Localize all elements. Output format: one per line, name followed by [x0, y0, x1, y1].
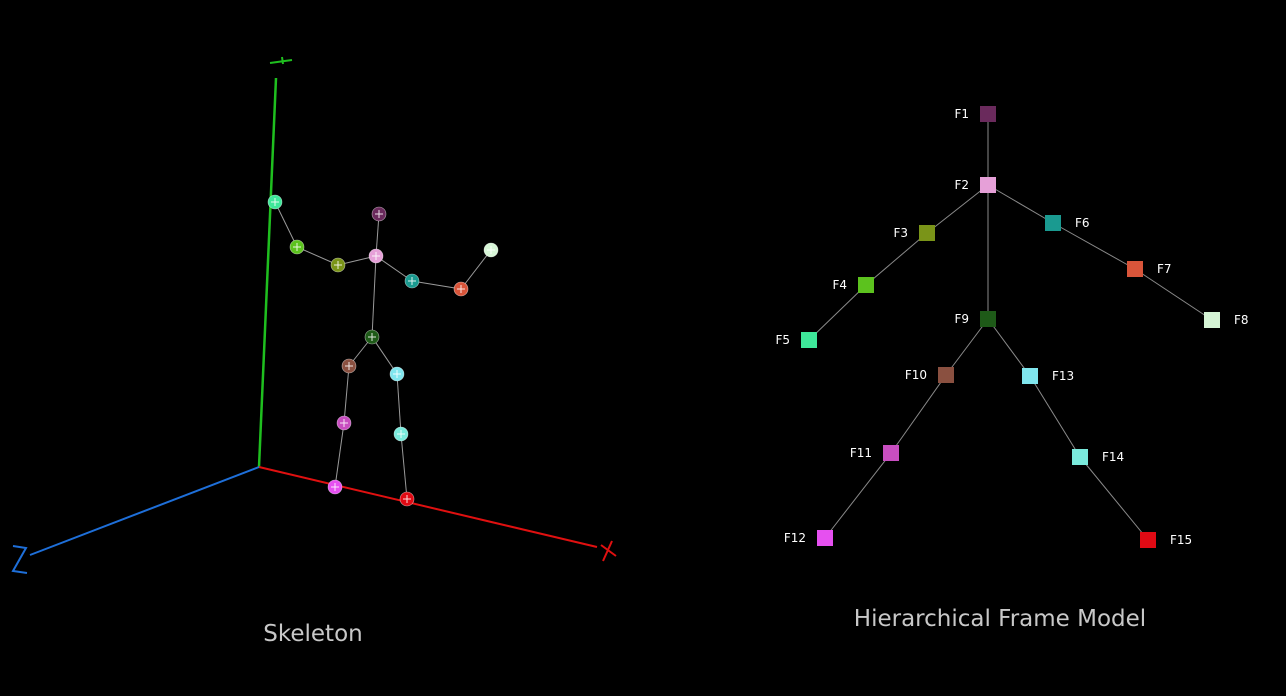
model-node-label: F5 — [775, 333, 790, 347]
model-node-label: F3 — [893, 226, 908, 240]
model-node-square — [883, 445, 899, 461]
model-node-square — [980, 106, 996, 122]
skeleton-joint-f6 — [404, 273, 420, 289]
model-node-label: F2 — [954, 178, 969, 192]
model-node-label: F12 — [784, 531, 806, 545]
model-node-label: F13 — [1052, 369, 1074, 383]
skeleton-joint-f8 — [483, 242, 499, 258]
skeleton-bone — [371, 255, 377, 338]
model-edge — [945, 318, 989, 376]
model-panel: F1 F2 F3 F4 F5 F6 F7 F8 F9 F10 F11 F12 F13 F14 F15 Hie… — [775, 106, 1249, 632]
model-node-f10: F10 — [905, 367, 954, 383]
model-node-f1: F1 — [954, 106, 996, 122]
skeleton-joint-f9 — [364, 329, 380, 345]
model-node-f9: F9 — [954, 311, 996, 327]
skeleton-joint-f1 — [371, 206, 387, 222]
model-node-f2: F2 — [954, 177, 996, 193]
skeleton-bone — [296, 246, 339, 266]
model-edge — [1134, 268, 1213, 321]
model-node-label: F1 — [954, 107, 969, 121]
skeleton-panel: Skeleton — [11, 56, 617, 647]
model-node-square — [1127, 261, 1143, 277]
skeleton-bone — [396, 373, 402, 435]
skeleton-bone — [375, 255, 413, 282]
model-node-square — [980, 311, 996, 327]
model-node-f11: F11 — [850, 445, 899, 461]
model-edge — [1052, 222, 1136, 270]
skeleton-bone — [343, 365, 350, 424]
model-node-f15: F15 — [1140, 532, 1192, 548]
model-node-f7: F7 — [1127, 261, 1172, 277]
skeleton-joint-f7 — [453, 281, 469, 297]
model-node-square — [919, 225, 935, 241]
skeleton-bone — [411, 280, 462, 290]
model-edge — [987, 184, 1054, 224]
x-axis-glyph — [600, 540, 617, 562]
skeleton-joint-f11 — [336, 415, 352, 431]
model-node-f6: F6 — [1045, 215, 1090, 231]
model-node-label: F8 — [1234, 313, 1249, 327]
model-node-f12: F12 — [784, 530, 833, 546]
model-node-label: F9 — [954, 312, 969, 326]
model-edge — [890, 374, 947, 454]
model-edge — [1029, 375, 1081, 458]
skeleton-joints — [267, 194, 499, 507]
skeleton-joint-f10 — [341, 358, 357, 374]
model-node-square — [1045, 215, 1061, 231]
skeleton-bones — [274, 201, 492, 500]
z-axis — [29, 466, 260, 556]
model-node-label: F6 — [1075, 216, 1090, 230]
skeleton-joint-f2 — [368, 248, 384, 264]
model-node-label: F10 — [905, 368, 927, 382]
model-edge — [865, 232, 928, 286]
model-node-square — [1072, 449, 1088, 465]
model-caption: Hierarchical Frame Model — [854, 606, 1146, 632]
model-node-label: F7 — [1157, 262, 1172, 276]
model-edge — [808, 284, 867, 341]
model-node-square — [801, 332, 817, 348]
model-node-square — [938, 367, 954, 383]
skeleton-bone — [274, 201, 298, 248]
skeleton-joint-f3 — [330, 257, 346, 273]
axes — [11, 56, 617, 574]
model-node-f8: F8 — [1204, 312, 1249, 328]
skeleton-bone — [371, 336, 398, 375]
model-node-label: F11 — [850, 446, 872, 460]
model-node-square — [817, 530, 833, 546]
model-node-square — [1140, 532, 1156, 548]
model-node-label: F15 — [1170, 533, 1192, 547]
model-edge — [1079, 456, 1149, 541]
model-edge — [824, 452, 892, 539]
model-node-f13: F13 — [1022, 368, 1074, 384]
model-edge — [987, 318, 1031, 377]
model-node-f14: F14 — [1072, 449, 1124, 465]
skeleton-joint-f14 — [393, 426, 409, 442]
skeleton-joint-f4 — [289, 239, 305, 255]
skeleton-joint-f13 — [389, 366, 405, 382]
skeleton-joint-f15 — [399, 491, 415, 507]
model-node-label: F4 — [832, 278, 847, 292]
model-node-square — [858, 277, 874, 293]
model-node-f3: F3 — [893, 225, 935, 241]
skeleton-caption: Skeleton — [263, 621, 362, 647]
model-edges — [808, 114, 1213, 541]
model-node-f4: F4 — [832, 277, 874, 293]
model-edge — [926, 184, 989, 234]
y-axis — [257, 77, 278, 468]
skeleton-joint-f12 — [327, 479, 343, 495]
skeleton-bone — [334, 422, 345, 488]
x-axis — [258, 466, 598, 548]
model-node-square — [1204, 312, 1220, 328]
skeleton-joint-f5 — [267, 194, 283, 210]
skeleton-bone — [460, 249, 492, 290]
model-node-label: F14 — [1102, 450, 1124, 464]
skeleton-bone — [400, 433, 408, 500]
model-nodes: F1 F2 F3 F4 F5 F6 F7 F8 F9 F10 F11 F12 F13 F14 F15 — [775, 106, 1249, 548]
y-axis-glyph — [269, 56, 293, 65]
z-axis-glyph — [11, 545, 28, 574]
model-node-square — [1022, 368, 1038, 384]
model-node-square — [980, 177, 996, 193]
model-node-f5: F5 — [775, 332, 817, 348]
